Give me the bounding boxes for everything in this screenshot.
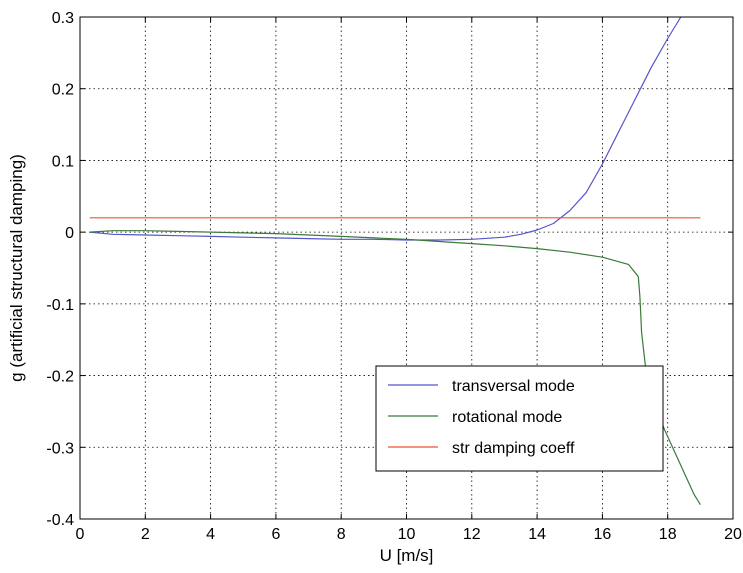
legend-label-2: rotational mode [452,409,562,426]
y-tick-label: -0.4 [46,512,74,529]
y-tick-label: 0 [65,225,74,242]
x-tick-label: 18 [659,526,677,543]
y-tick-label: -0.3 [46,440,74,457]
x-tick-label: 8 [337,526,346,543]
series-line-1 [89,16,682,241]
legend-label-3: str damping coeff [452,440,575,457]
x-axis-label: U [m/s] [380,546,434,565]
x-tick-label: 6 [271,526,280,543]
x-tick-label: 16 [594,526,612,543]
y-tick-label: -0.2 [46,369,74,386]
x-tick-label: 12 [463,526,481,543]
x-tick-label: 4 [206,526,215,543]
x-tick-label: 20 [724,526,742,543]
x-tick-label: 14 [528,526,546,543]
y-tick-label: 0.2 [52,82,74,99]
x-tick-label: 2 [141,526,150,543]
y-axis: 0.3 0.2 0.1 0 -0.1 -0.2 -0.3 -0.4 [46,10,733,529]
y-tick-label: 0.3 [52,10,74,27]
x-axis: 0 2 4 6 8 10 12 14 16 18 20 [76,17,742,543]
x-tick-label: 0 [76,526,85,543]
legend: transversal mode rotational mode str dampi… [375,365,664,472]
x-tick-label: 10 [398,526,416,543]
legend-box [375,365,664,472]
y-tick-label: -0.1 [46,297,74,314]
y-tick-label: 0.1 [52,153,74,170]
y-axis-label: g (artificial structural damping) [7,154,26,382]
legend-label-1: transversal mode [452,378,575,395]
